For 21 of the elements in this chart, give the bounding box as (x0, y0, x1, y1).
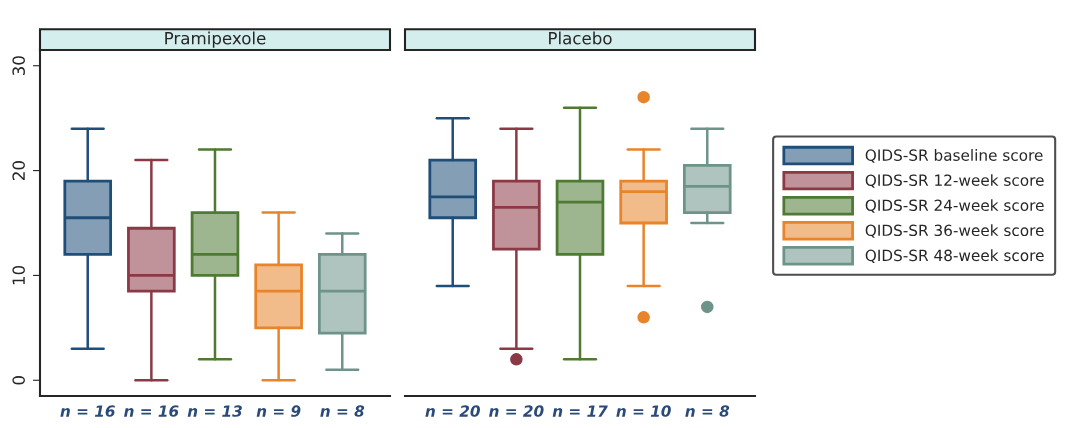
x-tick-label: n = 8 (320, 405, 365, 417)
x-tick-label: n = 13 (187, 405, 242, 417)
chart-title: Placebo (549, 31, 612, 45)
y-tick-label: 0 (12, 376, 25, 385)
x-tick-label: n = 10 (616, 405, 671, 417)
x-tick-label: n = 16 (60, 405, 115, 417)
legend-label: QIDS-SR baseline score (865, 149, 1043, 163)
x-tick-label: n = 9 (256, 405, 301, 417)
legend-label: QIDS-SR 36-week score (865, 224, 1044, 238)
x-tick-label: n = 16 (124, 405, 179, 417)
x-tick-label: n = 8 (685, 405, 730, 417)
legend-label: QIDS-SR 24-week score (865, 199, 1044, 213)
x-tick-label: n = 20 (489, 405, 544, 417)
legend-label: QIDS-SR 12-week score (865, 174, 1044, 188)
x-tick-label: n = 17 (552, 405, 608, 417)
y-tick-label: 10 (12, 265, 25, 285)
x-tick-label: n = 20 (425, 405, 480, 417)
chart-title: Pramipexole (165, 31, 266, 48)
legend-label: QIDS-SR 48-week score (865, 249, 1044, 263)
y-tick-label: 20 (12, 161, 25, 180)
y-tick-label: 30 (12, 56, 25, 76)
